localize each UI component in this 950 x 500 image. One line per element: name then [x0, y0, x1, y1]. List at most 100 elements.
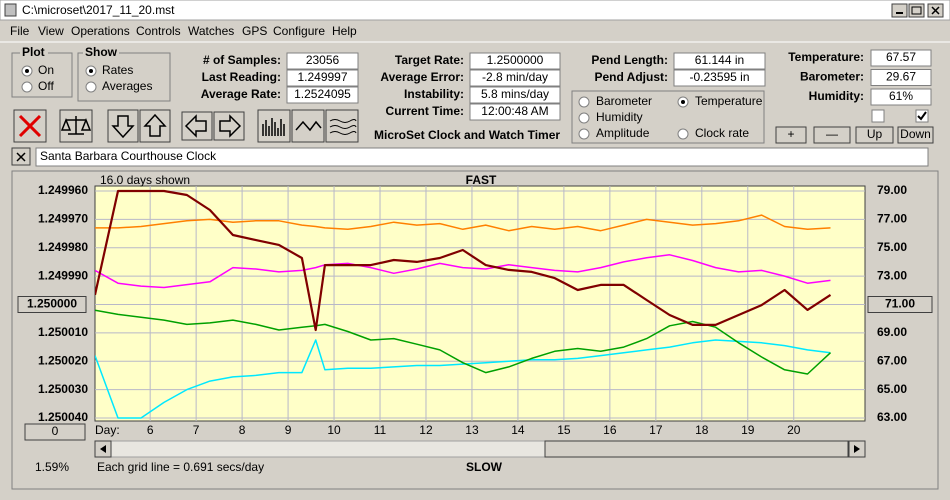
field-label: Current Time: — [386, 104, 464, 118]
app-icon — [4, 3, 17, 17]
window-title: C:\microset\2017_11_20.mst — [22, 3, 175, 17]
bottom-label: SLOW — [466, 460, 503, 474]
x-tick-label: 13 — [465, 423, 479, 437]
field-value: -2.8 min/day — [482, 70, 548, 84]
field-value: 5.8 mins/day — [481, 87, 549, 101]
y2-tick-label: 71.00 — [885, 297, 915, 311]
field-label: Barometer: — [800, 70, 864, 84]
y-tick-label: 1.249990 — [38, 268, 88, 282]
field-box — [870, 69, 932, 86]
x-tick-label: 19 — [741, 423, 755, 437]
legend-label: Temperature — [695, 94, 763, 108]
y-tick-label: 1.250020 — [38, 353, 88, 367]
control-button[interactable] — [855, 126, 894, 144]
y2-tick-label: 73.00 — [877, 268, 907, 282]
y2-tick-label: 77.00 — [877, 212, 907, 226]
series-selector — [571, 90, 765, 144]
field-label: Average Error: — [380, 70, 464, 84]
series-radio[interactable] — [677, 128, 689, 140]
y2-tick-label: 63.00 — [877, 410, 907, 424]
menu-item[interactable]: View — [38, 24, 64, 38]
field-box — [673, 52, 766, 70]
toolbar[interactable] — [13, 109, 359, 143]
chart: 1.249960 1.249970 1.249980 1.249990 1.250000… — [17, 173, 933, 474]
legend-label: Amplitude — [596, 126, 650, 140]
series-radio[interactable] — [578, 128, 590, 140]
field-label: # of Samples: — [203, 53, 281, 67]
plot-option: Off — [38, 79, 54, 93]
menu-item[interactable]: GPS — [242, 24, 267, 38]
field-box — [469, 69, 561, 87]
y-tick-label: 1.250000 — [27, 297, 77, 311]
field-box — [870, 88, 932, 106]
show-radio[interactable] — [85, 81, 97, 93]
x-tick-label: 11 — [374, 423, 387, 437]
field-label: Target Rate: — [395, 53, 464, 67]
show-label: Show — [85, 45, 118, 59]
series-radio[interactable] — [578, 112, 590, 124]
control-button[interactable] — [897, 126, 934, 144]
menu-item[interactable]: Watches — [188, 24, 234, 38]
y2-tick-label: 67.00 — [877, 353, 907, 367]
plot-radio[interactable] — [21, 81, 33, 93]
menu-item[interactable]: Controls — [136, 24, 181, 38]
x-tick-label: 9 — [285, 423, 292, 437]
field-box — [469, 86, 561, 104]
field-value: -0.23595 in — [689, 70, 749, 84]
checkbox[interactable] — [871, 109, 885, 123]
top-label: FAST — [466, 173, 497, 187]
zero-button-label: 0 — [52, 424, 59, 438]
x-tick-label: 8 — [239, 423, 246, 437]
control-button-label: Down — [900, 127, 931, 141]
field-value: 61.144 in — [695, 53, 744, 67]
description-field[interactable] — [35, 147, 929, 167]
show-group — [77, 52, 171, 102]
menu-item[interactable]: Configure — [273, 24, 325, 38]
show-radio-dot — [89, 69, 93, 73]
days-shown: 16.0 days shown — [100, 173, 190, 187]
series-radio[interactable] — [578, 96, 590, 108]
x-tick-label: 17 — [649, 423, 663, 437]
menu-item[interactable]: Operations — [71, 24, 130, 38]
menu-item[interactable]: File — [10, 24, 30, 38]
y-tick-label: 1.250010 — [38, 325, 88, 339]
y2-tick-label: 75.00 — [877, 240, 907, 254]
y-tick-label: 1.250040 — [38, 410, 88, 424]
title-bar — [0, 0, 950, 21]
plot-radio-dot — [25, 69, 29, 73]
menu-item[interactable]: Help — [332, 24, 357, 38]
window-controls[interactable] — [891, 3, 944, 18]
series-line — [95, 339, 831, 419]
field-value: 1.2500000 — [487, 53, 544, 67]
field-label: Average Rate: — [201, 87, 281, 101]
app-title: MicroSet Clock and Watch Timer — [374, 128, 560, 142]
field-label: Pend Adjust: — [594, 70, 668, 84]
control-button[interactable] — [775, 126, 807, 144]
show-option: Averages — [102, 79, 152, 93]
plot-label: Plot — [22, 45, 45, 59]
grid-note: Each grid line = 0.691 secs/day — [97, 460, 264, 474]
field-label: Instability: — [404, 87, 464, 101]
reference-button[interactable] — [867, 296, 933, 313]
plot-option: On — [38, 63, 54, 77]
description: Santa Barbara Courthouse Clock — [40, 149, 217, 163]
menu-bar: File View Operations Controls Watches GPS Conf… — [10, 24, 357, 38]
x-tick-label: 12 — [419, 423, 433, 437]
y2-tick-label: 65.00 — [877, 382, 907, 396]
series-line — [95, 189, 832, 332]
x-tick-label: 14 — [511, 423, 525, 437]
field-value: 67.57 — [886, 50, 916, 64]
x-tick-label: 18 — [695, 423, 709, 437]
reference-button[interactable] — [17, 296, 87, 313]
field-value: 61% — [889, 89, 913, 103]
field-box — [870, 49, 932, 67]
control-button[interactable] — [813, 126, 851, 144]
field-box — [286, 69, 359, 87]
zero-button[interactable] — [24, 423, 86, 441]
legend-label: Clock rate — [695, 126, 749, 140]
x-tick-label: 10 — [327, 423, 341, 437]
x-tick-label: 16 — [603, 423, 617, 437]
y-tick-label: 1.249980 — [38, 240, 88, 254]
scrollbar[interactable] — [94, 440, 866, 458]
x-tick-label: 20 — [787, 423, 801, 437]
